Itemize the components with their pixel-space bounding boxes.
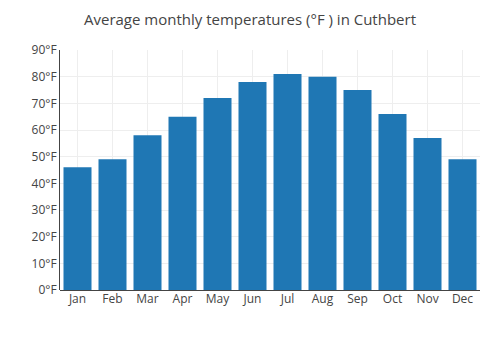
svg-text:Aug: Aug: [312, 290, 334, 307]
svg-text:May: May: [206, 290, 230, 307]
svg-text:70°F: 70°F: [32, 95, 57, 112]
svg-text:Sep: Sep: [347, 290, 368, 307]
svg-text:Apr: Apr: [173, 290, 193, 307]
svg-text:Feb: Feb: [102, 290, 122, 307]
svg-text:0°F: 0°F: [38, 281, 56, 298]
svg-text:Dec: Dec: [452, 290, 473, 307]
svg-text:90°F: 90°F: [32, 41, 57, 58]
svg-text:Jul: Jul: [280, 290, 295, 307]
svg-text:50°F: 50°F: [32, 148, 57, 165]
svg-text:80°F: 80°F: [32, 68, 57, 85]
svg-text:Mar: Mar: [136, 290, 158, 307]
svg-text:20°F: 20°F: [32, 228, 57, 245]
svg-text:Jun: Jun: [243, 290, 262, 307]
svg-text:10°F: 10°F: [32, 255, 57, 272]
svg-text:Jan: Jan: [68, 290, 86, 307]
svg-text:Oct: Oct: [383, 290, 402, 307]
svg-text:60°F: 60°F: [32, 121, 57, 138]
svg-text:30°F: 30°F: [32, 201, 57, 218]
svg-text:Nov: Nov: [416, 290, 438, 307]
svg-text:Average monthly temperatures (: Average monthly temperatures (°F ) in Cu…: [84, 9, 416, 29]
svg-text:40°F: 40°F: [32, 175, 57, 192]
